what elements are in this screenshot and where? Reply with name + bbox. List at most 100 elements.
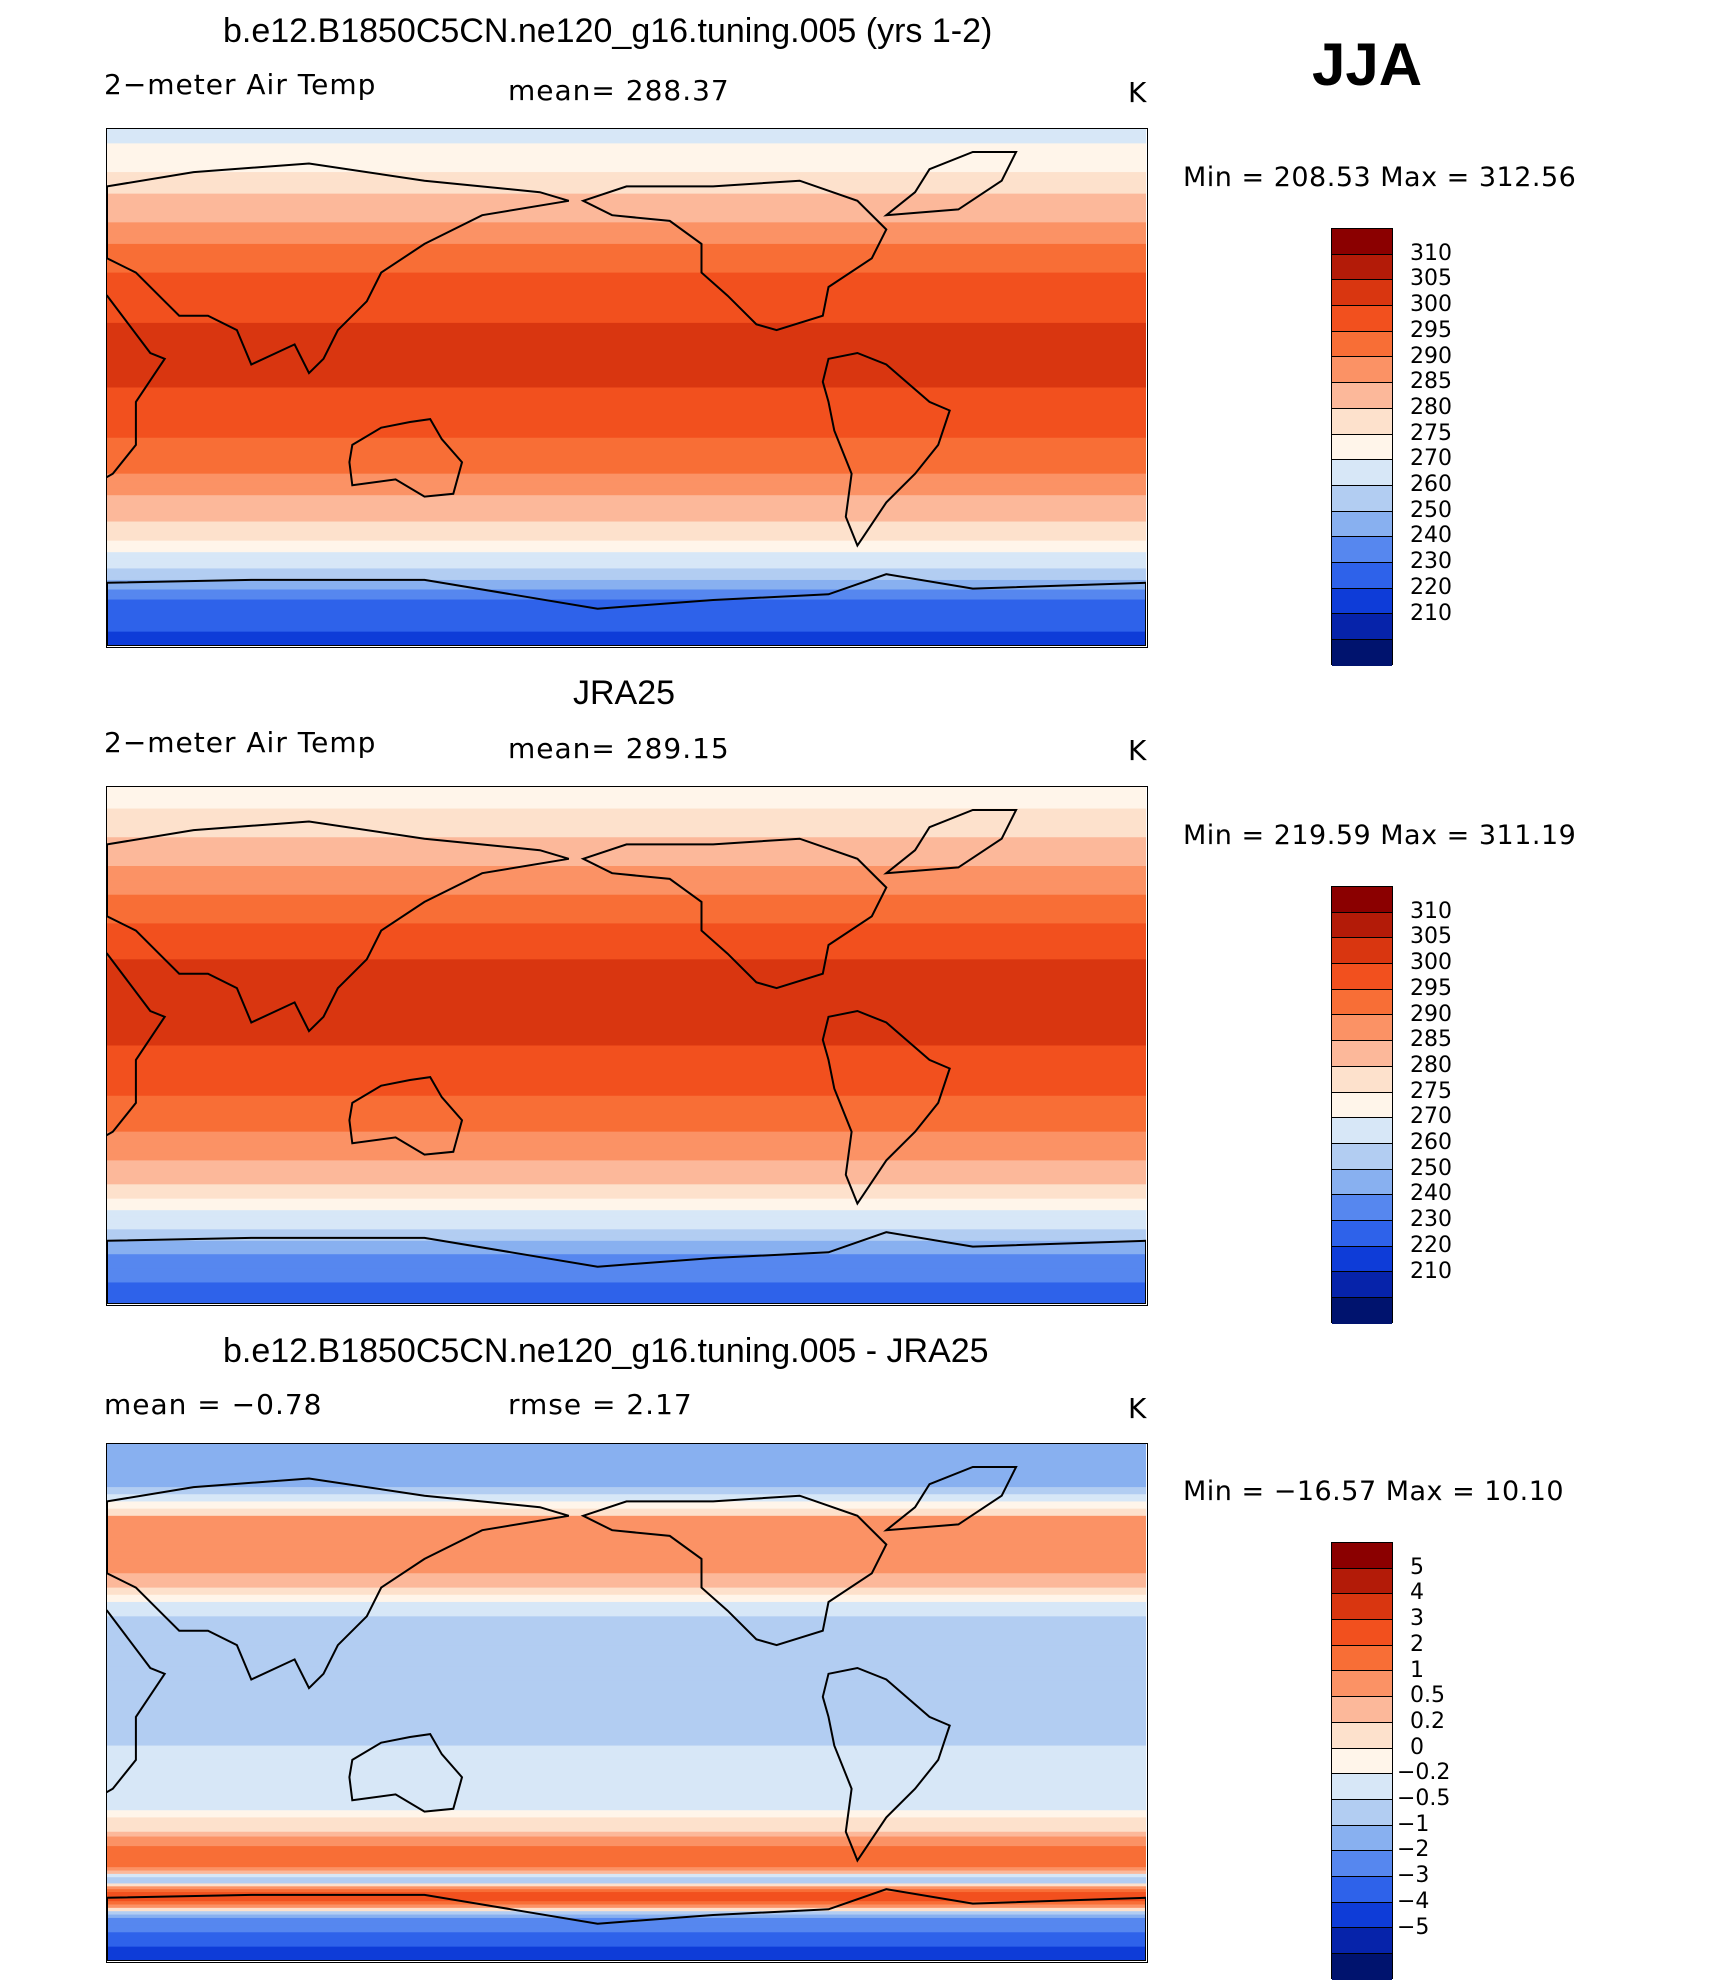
zonal-band xyxy=(107,1886,1146,1890)
colorbar-swatch xyxy=(1332,306,1392,332)
coastline xyxy=(348,1733,464,1813)
zonal-band xyxy=(107,1914,1146,1919)
zonal-band xyxy=(107,1213,1146,1218)
colorbar-swatch xyxy=(1332,1220,1392,1247)
zonal-band xyxy=(107,423,1146,432)
colorbar-tick-label: 210 xyxy=(1410,1258,1452,1284)
zonal-band xyxy=(107,548,1146,553)
zonal-band xyxy=(107,1831,1146,1838)
zonal-band xyxy=(107,1059,1146,1068)
zonal-band xyxy=(107,1451,1146,1459)
zonal-band xyxy=(107,909,1146,917)
panel2-variable-label: 2−meter Air Temp xyxy=(104,726,377,759)
zonal-band xyxy=(107,1537,1146,1546)
colorbar-tick-label: 275 xyxy=(1410,1078,1452,1104)
zonal-band xyxy=(107,801,1146,810)
zonal-band xyxy=(107,1738,1146,1747)
colorbar-tick-label: 2 xyxy=(1410,1631,1424,1657)
coastline xyxy=(821,1009,951,1206)
colorbar-swatch xyxy=(1332,640,1392,666)
zonal-band xyxy=(107,545,1146,550)
zonal-band xyxy=(107,1673,1146,1682)
zonal-band xyxy=(107,1210,1146,1215)
zonal-band xyxy=(107,394,1146,403)
zonal-band xyxy=(107,358,1146,367)
colorbar-tick-label: 300 xyxy=(1410,950,1452,976)
colorbar-swatch xyxy=(1332,562,1392,589)
colorbar-swatch xyxy=(1332,383,1392,409)
colorbar-tick-label: 3 xyxy=(1410,1606,1424,1632)
colorbar-swatch xyxy=(1332,938,1392,965)
zonal-band xyxy=(107,794,1146,802)
zonal-band xyxy=(107,531,1146,537)
colorbar-tick-label: 220 xyxy=(1410,1232,1452,1258)
zonal-band xyxy=(107,373,1146,381)
coastline xyxy=(580,837,888,990)
zonal-band xyxy=(107,1235,1146,1239)
zonal-band xyxy=(107,1774,1146,1783)
zonal-band xyxy=(107,380,1146,389)
zonal-band xyxy=(107,1074,1146,1082)
colorbar-tick-label: 0 xyxy=(1410,1734,1424,1760)
zonal-band xyxy=(107,1904,1146,1909)
zonal-band xyxy=(107,351,1146,360)
zonal-band xyxy=(107,164,1146,173)
colorbar-tick-label: 280 xyxy=(1410,1052,1452,1078)
zonal-band xyxy=(107,555,1146,560)
zonal-band xyxy=(107,1146,1146,1154)
colorbar-swatch xyxy=(1332,1902,1392,1929)
zonal-band xyxy=(107,1226,1146,1230)
zonal-band xyxy=(107,308,1146,317)
zonal-band xyxy=(107,179,1146,188)
zonal-band xyxy=(107,1594,1146,1603)
zonal-band xyxy=(107,172,1146,180)
zonal-band xyxy=(107,830,1146,838)
panel1-units-label: K xyxy=(1128,76,1148,109)
zonal-band xyxy=(107,995,1146,1004)
colorbar-swatch xyxy=(1332,1620,1392,1646)
colorbar-tick-label: 0.2 xyxy=(1410,1708,1445,1734)
colorbar-swatch xyxy=(1332,331,1392,358)
zonal-band xyxy=(107,1680,1146,1689)
zonal-band xyxy=(107,610,1146,618)
zonal-band xyxy=(107,1189,1146,1195)
panel3-rmse-label: rmse = 2.17 xyxy=(508,1388,693,1421)
zonal-band xyxy=(107,1573,1146,1582)
zonal-band xyxy=(107,1645,1146,1653)
zonal-band xyxy=(107,1850,1146,1857)
zonal-band xyxy=(107,1002,1146,1011)
panel2-mean-label: mean= 289.15 xyxy=(508,732,730,765)
colorbar-tick-label: −2 xyxy=(1397,1837,1430,1863)
zonal-band xyxy=(107,787,1146,795)
colorbar-tick-label: 250 xyxy=(1410,497,1452,523)
zonal-band xyxy=(107,1901,1146,1906)
zonal-band xyxy=(107,844,1146,853)
zonal-band xyxy=(107,521,1146,527)
zonal-band xyxy=(107,344,1146,353)
zonal-band xyxy=(107,1102,1146,1111)
colorbar-swatch xyxy=(1332,887,1392,913)
zonal-band xyxy=(107,901,1146,910)
zonal-band xyxy=(107,571,1146,575)
zonal-band xyxy=(107,1220,1146,1225)
colorbar-swatch xyxy=(1332,1568,1392,1595)
colorbar-swatch xyxy=(1332,989,1392,1016)
colorbar-swatch xyxy=(1332,1825,1392,1852)
colorbar-tick-label: 290 xyxy=(1410,1001,1452,1027)
zonal-band xyxy=(107,1117,1146,1126)
coastline xyxy=(348,1076,464,1156)
colorbar-swatch xyxy=(1332,511,1392,538)
zonal-band xyxy=(107,599,1146,604)
zonal-band xyxy=(107,568,1146,572)
zonal-band xyxy=(107,1206,1146,1211)
zonal-band xyxy=(107,1953,1146,1961)
zonal-band xyxy=(107,822,1146,831)
zonal-band xyxy=(107,944,1146,953)
coastline xyxy=(883,1466,1018,1532)
zonal-band xyxy=(107,1939,1146,1948)
zonal-band xyxy=(107,1088,1146,1097)
coastline xyxy=(107,1231,1146,1304)
colorbar-tick-label: 0.5 xyxy=(1410,1683,1445,1709)
zonal-band xyxy=(107,1824,1146,1833)
zonal-band xyxy=(107,808,1146,817)
